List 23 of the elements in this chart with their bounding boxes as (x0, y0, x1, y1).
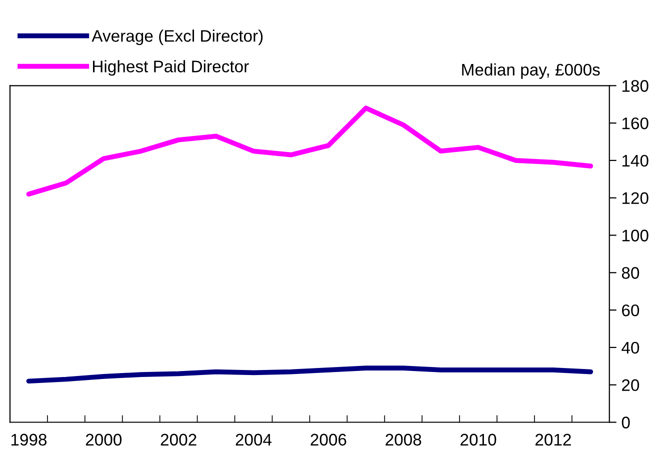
y-tick-label: 60 (622, 304, 640, 316)
line-series (26, 366, 594, 384)
y-tick-label: 120 (622, 192, 648, 204)
y-tick-label: 160 (622, 117, 648, 130)
x-tick-label: 2000 (86, 434, 122, 446)
legend-label: Highest Paid Director (93, 60, 249, 76)
x-tick-label: 2004 (236, 434, 272, 446)
x-tick-label: 2002 (160, 434, 196, 446)
x-tick-label: 1998 (11, 434, 47, 446)
legend-label: Average (Excl Director) (92, 30, 263, 46)
y-tick-label: 40 (622, 342, 640, 354)
x-tick-label: 2012 (536, 434, 571, 446)
x-tick-label: 2006 (310, 434, 346, 446)
x-tick-label: 2008 (386, 434, 422, 446)
line-series (26, 106, 594, 197)
y-axis-title: Median pay, £000s (462, 63, 600, 79)
y-tick-label: 80 (622, 267, 640, 279)
y-tick-label: 0 (622, 416, 630, 428)
y-tick-label: 100 (622, 230, 648, 242)
y-tick-label: 180 (622, 80, 648, 92)
y-tick-label: 140 (622, 154, 648, 167)
y-tick-label: 20 (622, 379, 640, 392)
x-tick-label: 2010 (460, 434, 496, 446)
